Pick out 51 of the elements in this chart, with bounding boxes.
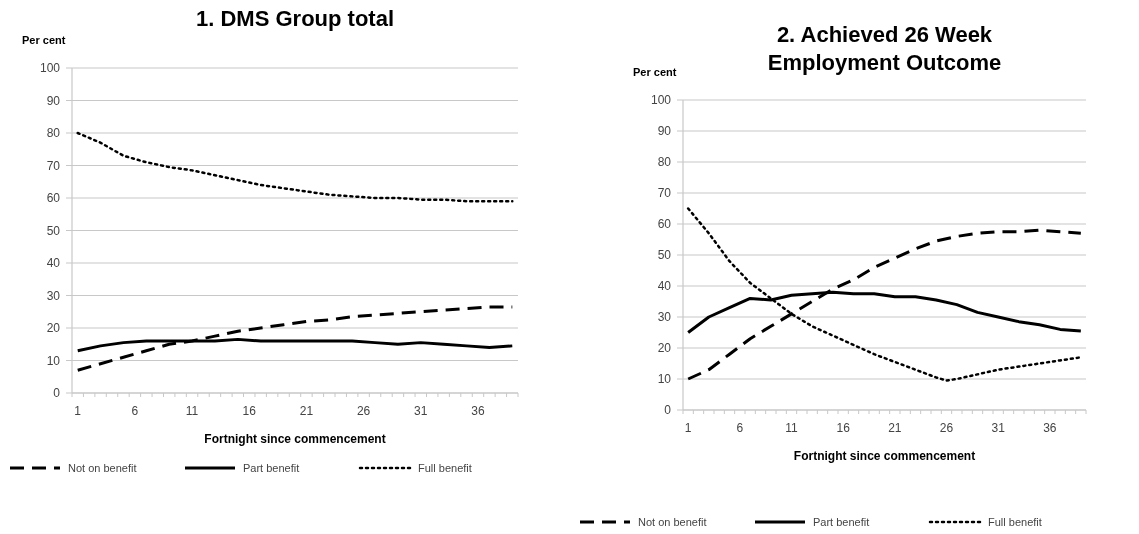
legend-label: Part benefit (813, 516, 870, 528)
y-tick-label: 100 (650, 93, 672, 107)
y-tick-label: 40 (46, 256, 61, 270)
y-tick-label: 90 (46, 93, 61, 108)
y-tick-label: 50 (46, 223, 61, 238)
y-tick-label: 60 (657, 217, 672, 231)
y-tick-label: 80 (657, 155, 672, 169)
y-tick-label: 10 (657, 372, 672, 386)
x-tick-label: 11 (185, 404, 199, 418)
x-axis-title: Fortnight since commencement (204, 432, 386, 446)
line-series (76, 131, 514, 203)
y-tick-label: 100 (39, 61, 61, 75)
legend-label: Full benefit (418, 462, 472, 474)
x-tick-label: 6 (736, 421, 744, 435)
x-tick-label: 1 (74, 404, 82, 418)
x-tick-label: 11 (785, 421, 799, 435)
x-tick-label: 36 (471, 404, 485, 418)
legend-label: Part benefit (243, 462, 300, 474)
y-tick-label: 70 (657, 186, 672, 200)
y-tick-label: 30 (657, 310, 672, 324)
x-tick-label: 36 (1043, 421, 1057, 435)
x-tick-label: 26 (939, 421, 954, 435)
x-tick-label: 16 (836, 421, 851, 435)
legend-label: Not on benefit (638, 516, 707, 528)
y-tick-label: 90 (657, 124, 672, 138)
x-axis-title: Fortnight since commencement (793, 449, 976, 463)
legend-label: Not on benefit (68, 462, 137, 474)
x-tick-label: 31 (991, 421, 1006, 435)
y-tick-label: 20 (657, 341, 672, 355)
y-tick-label: 70 (46, 158, 61, 173)
y-tick-label: 40 (657, 279, 672, 293)
x-tick-label: 6 (131, 404, 139, 418)
legend-label: Full benefit (988, 516, 1042, 528)
x-tick-label: 21 (299, 404, 314, 418)
y-axis-title: Per cent (22, 34, 66, 46)
y-tick-label: 0 (664, 403, 672, 417)
y-tick-label: 10 (46, 353, 61, 368)
y-tick-label: 30 (46, 288, 61, 303)
y-tick-label: 20 (46, 321, 61, 335)
x-tick-label: 21 (888, 421, 902, 435)
y-tick-label: 60 (46, 191, 61, 205)
y-axis-title: Per cent (633, 66, 677, 78)
x-tick-label: 31 (414, 404, 428, 418)
chart-title: 2. Achieved 26 Week Employment Outcome (767, 22, 1002, 75)
y-tick-label: 80 (46, 126, 61, 140)
y-tick-label: 0 (53, 386, 61, 400)
x-tick-label: 16 (242, 404, 257, 418)
chart-title: 1. DMS Group total (196, 6, 394, 31)
y-tick-label: 50 (657, 248, 672, 262)
x-tick-label: 26 (356, 404, 371, 418)
x-tick-label: 1 (684, 421, 692, 435)
